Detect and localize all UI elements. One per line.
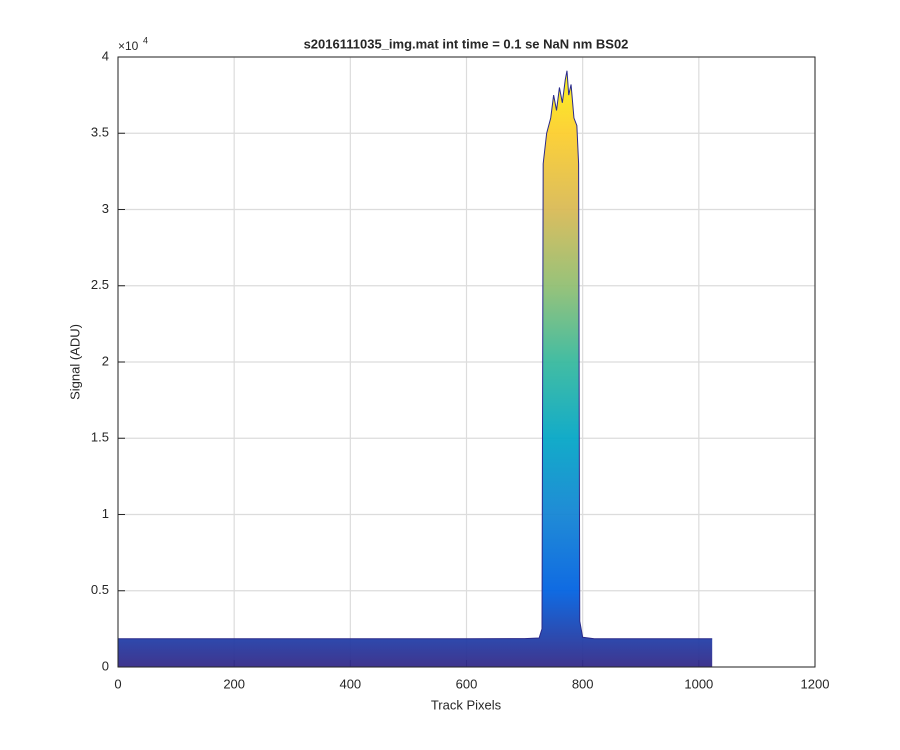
y-tick-label: 1.5 xyxy=(91,430,109,445)
x-tick-label: 600 xyxy=(456,676,478,691)
y-exponent-power: 4 xyxy=(143,35,148,45)
plot-frame xyxy=(117,56,816,668)
y-tick-label: 0 xyxy=(102,658,109,673)
y-tick-label: 4 xyxy=(102,48,109,63)
x-tick-label: 0 xyxy=(114,676,121,691)
signal-area xyxy=(118,70,713,668)
x-axis-label: Track Pixels xyxy=(431,697,502,712)
y-exponent: ×10 xyxy=(118,39,139,53)
x-tick-label: 800 xyxy=(572,676,594,691)
y-tick-label: 2 xyxy=(102,353,109,368)
chart-title: s2016111035_img.mat int time = 0.1 se Na… xyxy=(304,36,629,51)
signal-line xyxy=(118,70,713,640)
y-tick-label: 3.5 xyxy=(91,125,109,140)
y-axis-label: Signal (ADU) xyxy=(67,324,82,400)
x-tick-label: 1000 xyxy=(684,676,713,691)
x-tick-label: 1200 xyxy=(801,676,830,691)
y-tick-label: 3 xyxy=(102,201,109,216)
x-tick-label: 400 xyxy=(339,676,361,691)
y-tick-label: 0.5 xyxy=(91,582,109,597)
y-tick-label: 2.5 xyxy=(91,277,109,292)
x-tick-label: 200 xyxy=(223,676,245,691)
y-tick-label: 1 xyxy=(102,506,109,521)
